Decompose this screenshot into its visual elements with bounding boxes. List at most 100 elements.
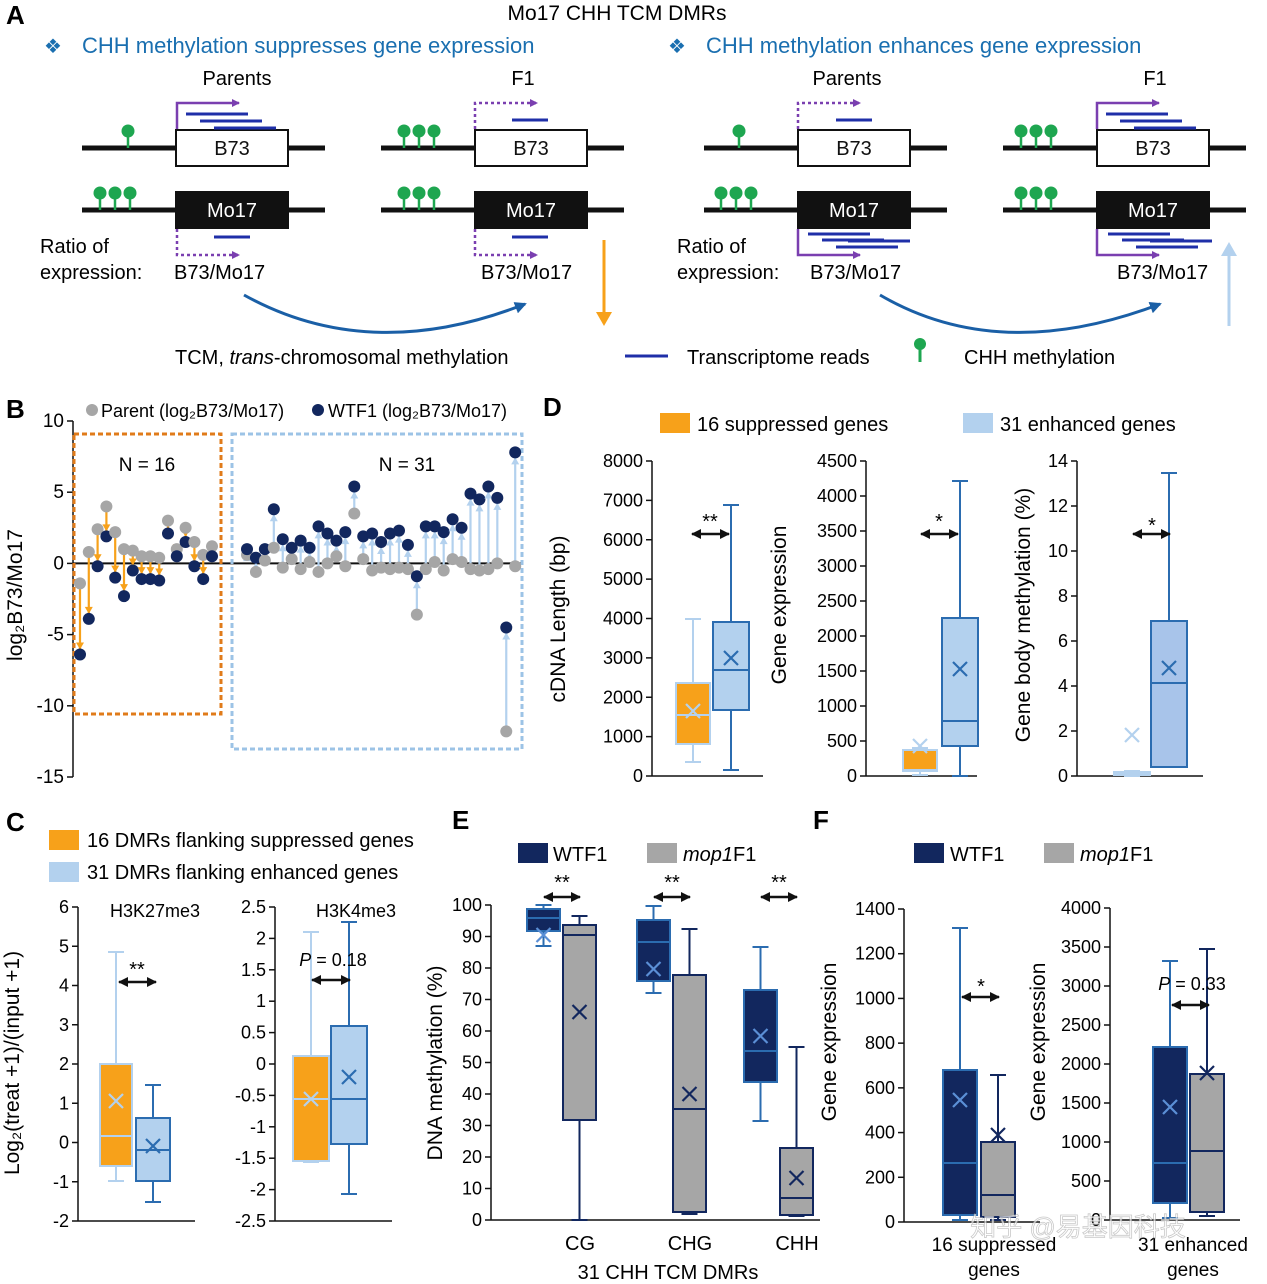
f2-y-tick-label: 500 — [1071, 1171, 1101, 1191]
header-left: CHH methylation suppresses gene expressi… — [82, 33, 534, 58]
header-right: CHH methylation enhances gene expression — [706, 33, 1141, 58]
chh-b73-col3-head — [732, 124, 746, 138]
d1-y-tick-label: 0 — [633, 766, 643, 786]
c1-suppressed-box — [99, 1063, 133, 1167]
chh-mo17-col4-head — [1029, 186, 1043, 200]
c1-enhanced-mean-marker — [145, 1138, 161, 1154]
suppressed-wtf1-point — [179, 536, 192, 549]
panel-e: E WTF1 mop1F1 DNA methylation (%) 31 CHH… — [424, 805, 820, 1284]
enhanced-change-arrow — [439, 537, 448, 545]
enhanced-change-arrow — [484, 491, 493, 499]
chh-mo17-col2-head — [427, 186, 441, 200]
enhanced-wtf1-point — [446, 513, 459, 526]
enhanced-change-arrow — [350, 491, 359, 499]
d3-y-tick-label: 12 — [1048, 496, 1068, 516]
enhanced-wtf1-point — [491, 491, 504, 504]
e-y-tick-label: 80 — [462, 958, 482, 978]
panel-c: C 16 DMRs flanking suppressed genes 31 D… — [1, 807, 414, 1231]
c1-y-tick-label: -2 — [53, 1211, 69, 1231]
legend-wtf1-marker — [312, 404, 324, 416]
panel-a: A Mo17 CHH TCM DMRs ❖ CHH methylation su… — [6, 0, 1246, 369]
legend-blue-swatch — [49, 862, 79, 882]
enhanced-wtf1-point — [241, 543, 253, 556]
enhanced-parent-point — [339, 560, 352, 573]
column-heading: Parents — [813, 68, 882, 90]
panel-f: F WTF1 mop1F1 Gene expression Gene expre… — [813, 805, 1248, 1281]
d3-suppressed-mean-marker — [1124, 727, 1140, 743]
d-cdna-ylabel: cDNA Length (bp) — [547, 536, 570, 703]
c2-y-tick-label: -2.5 — [235, 1211, 266, 1231]
e-legend-wtf1-label: WTF1 — [553, 844, 607, 866]
box-left-count: N = 16 — [119, 455, 176, 476]
enhanced-wtf1-point — [348, 480, 361, 493]
legend-blue-label: 31 DMRs flanking enhanced genes — [87, 862, 398, 884]
b73-col3-gene-label: B73 — [836, 138, 872, 160]
panel-c-ylabel: Log₂(treat +1)/(input +1) — [1, 951, 24, 1175]
watermark: 知乎 @易基因科技 — [970, 1212, 1186, 1242]
enhanced-wtf1-point — [464, 487, 477, 500]
enhanced-parent-point — [276, 561, 289, 574]
b73-col2-gene-label: B73 — [513, 138, 549, 160]
c2-y-tick-label: -0.5 — [235, 1085, 266, 1105]
e-y-tick-label: 50 — [462, 1053, 482, 1073]
transcription-arrow-mo17-col1 — [175, 229, 240, 259]
f1-mop1-box — [980, 1141, 1016, 1218]
panel-d: D 16 suppressed genes 31 enhanced genes … — [543, 392, 1203, 786]
chh-mo17-col4-head — [1044, 186, 1058, 200]
chh-mo17-col3-head — [714, 186, 728, 200]
suppressed-group-box — [72, 432, 223, 716]
c1-y-tick-label: -1 — [53, 1172, 69, 1192]
f1-wtf1-box — [942, 1069, 978, 1216]
c1-y-tick-label: 6 — [59, 897, 69, 917]
suppressed-wtf1-point — [170, 550, 183, 563]
e-wtf1-2-box — [636, 919, 671, 982]
enhanced-parent-point — [267, 541, 280, 554]
d1-y-tick-label: 2000 — [603, 687, 643, 707]
suppressed-parent-point — [197, 548, 210, 561]
ratio-label-right-1: Ratio of — [677, 236, 746, 258]
d2-y-tick-label: 2000 — [817, 626, 857, 646]
d3-y-tick-label: 2 — [1058, 721, 1068, 741]
c1-y-tick-label: 2 — [59, 1054, 69, 1074]
suppressed-change-arrow — [190, 554, 199, 562]
legend-parent-marker — [86, 404, 98, 416]
b73-col2-gene-box — [474, 129, 588, 167]
f-sub2-xlabel-1: 31 enhanced — [1138, 1235, 1248, 1256]
d3-y-tick-label: 6 — [1058, 631, 1068, 651]
enhanced-parent-point — [330, 550, 343, 563]
mo17-col1-gene-box — [175, 191, 289, 229]
e-legend-mop1-swatch — [647, 843, 677, 863]
panel-b-ylabel: log₂B73/Mo17 — [4, 529, 27, 661]
e-y-tick-label: 30 — [462, 1116, 482, 1136]
e-mop1-1-box — [562, 924, 597, 1121]
increase-arrow-head — [1221, 242, 1237, 256]
enhanced-wtf1-point — [419, 520, 432, 533]
enhanced-change-arrow — [314, 531, 323, 539]
f2-mop1-mean-marker — [1199, 1065, 1215, 1081]
enhanced-change-arrow — [457, 532, 466, 540]
f-sub1-xlabel-1: 16 suppressed — [932, 1235, 1057, 1256]
transcription-arrow-b73-col1 — [175, 99, 240, 129]
transcription-arrow-mo17-col2 — [473, 229, 538, 259]
f1-wtf1-mean-marker — [952, 1092, 968, 1108]
d2-enhanced-box — [941, 617, 979, 747]
suppressed-wtf1-point — [162, 527, 174, 540]
chh-mo17-col2-head — [397, 186, 411, 200]
chh-b73-col2-head — [412, 124, 426, 138]
f-legend-wtf1-swatch — [914, 843, 944, 863]
d3-y-tick-label: 4 — [1058, 676, 1068, 696]
e-category-label-1: CG — [565, 1233, 595, 1255]
b-y-tick-label: 5 — [53, 482, 64, 503]
f2-y-tick-label: 2500 — [1061, 1015, 1101, 1035]
c2-y-tick-label: 0.5 — [241, 1023, 266, 1043]
e-category-label-2: CHG — [668, 1233, 712, 1255]
f1-y-tick-label: 800 — [865, 1033, 895, 1053]
chh-mo17-col2-head — [412, 186, 426, 200]
d2-suppressed-box — [902, 749, 938, 772]
d1-y-tick-label: 8000 — [603, 451, 643, 471]
f1-y-tick-label: 1200 — [855, 944, 895, 964]
enhanced-parent-point — [509, 560, 522, 573]
enhanced-wtf1-point — [455, 521, 468, 534]
d1-y-tick-label: 1000 — [603, 727, 643, 747]
suppressed-parent-point — [118, 543, 130, 556]
